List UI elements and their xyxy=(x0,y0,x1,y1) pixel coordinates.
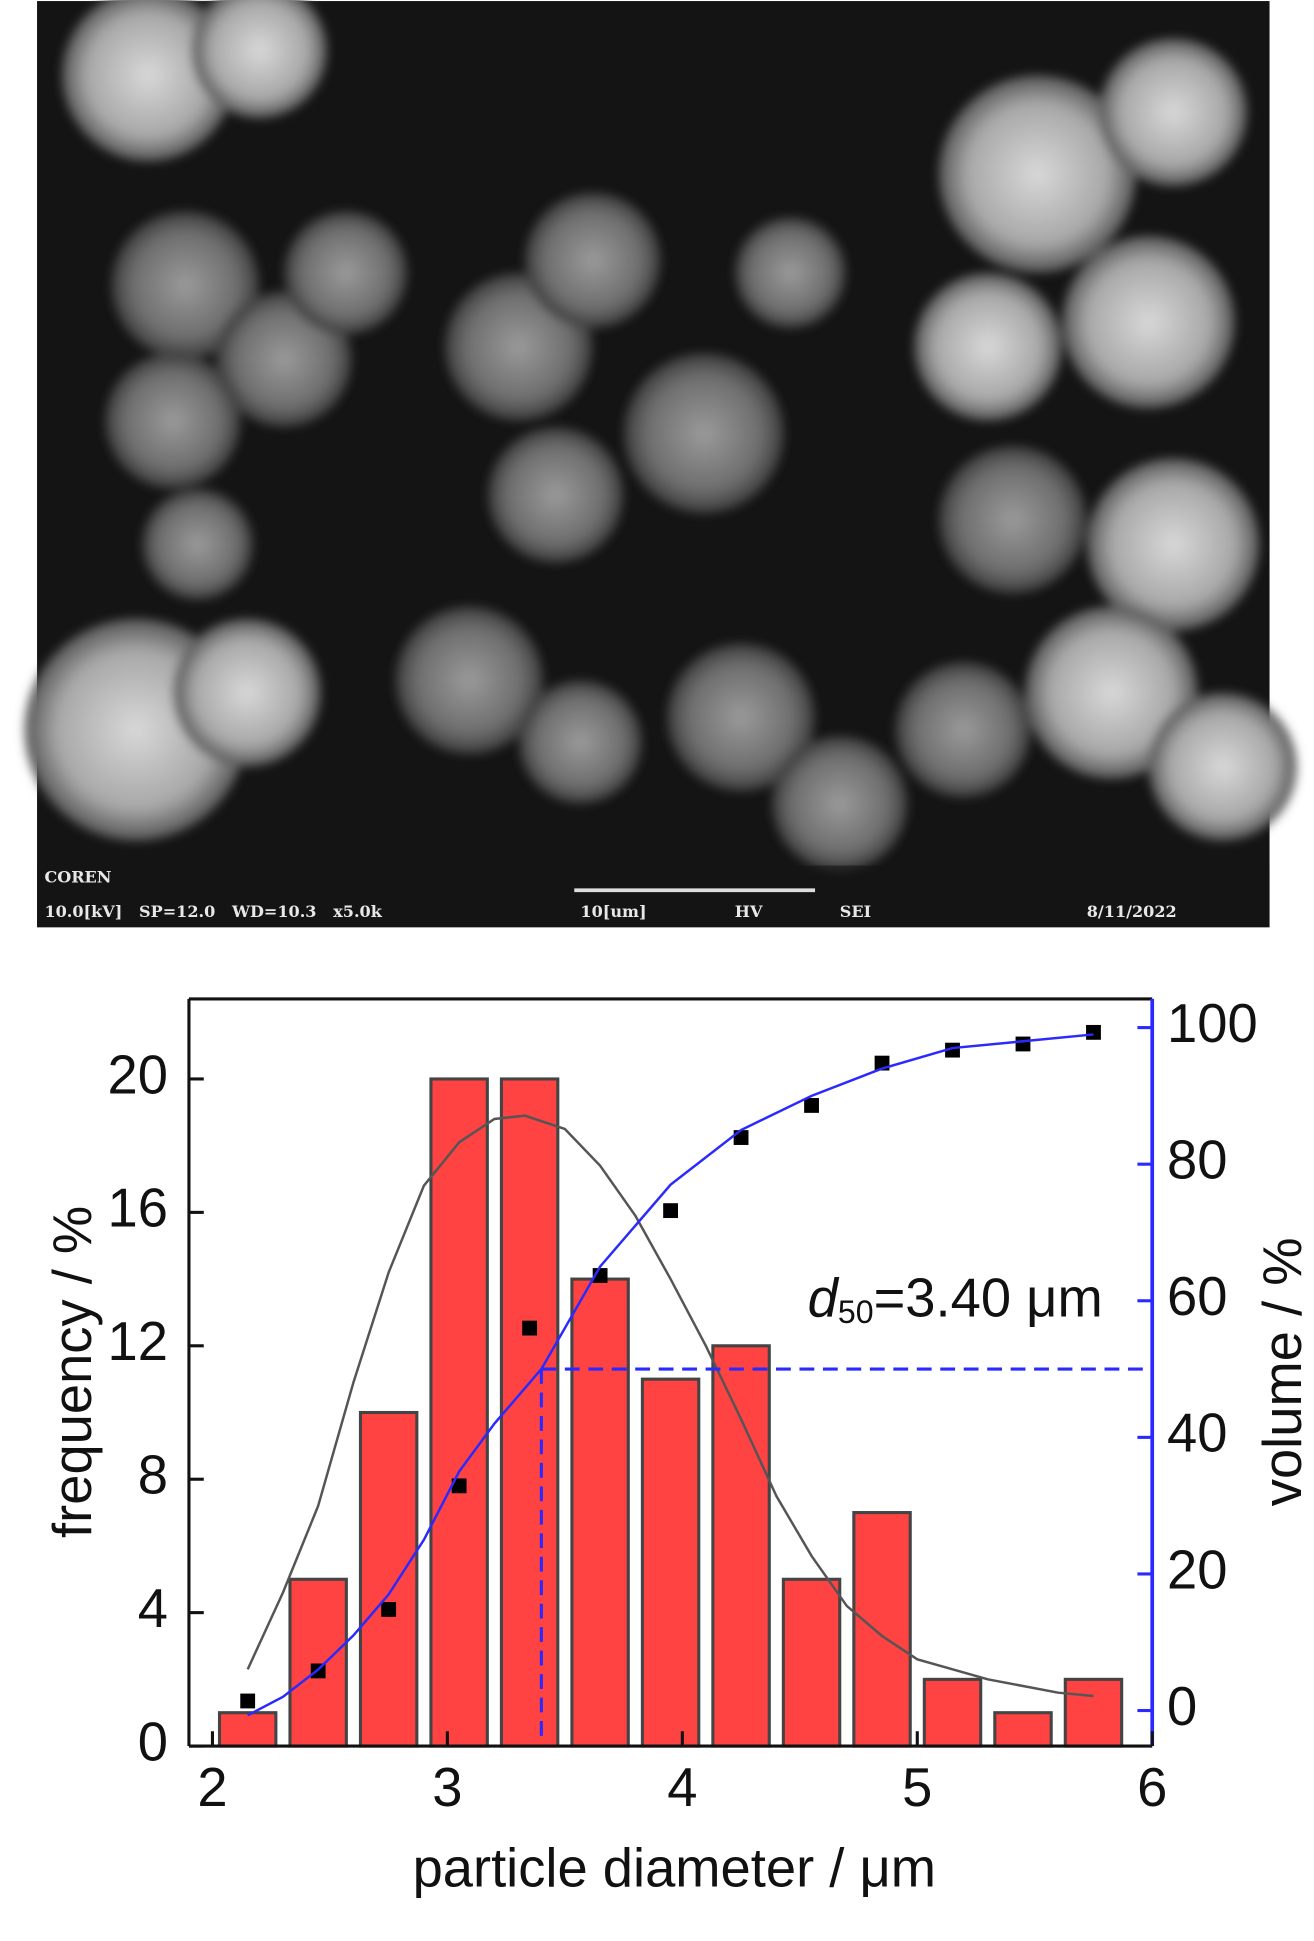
point xyxy=(522,1320,538,1336)
y-tick-label: 0 xyxy=(138,1711,168,1772)
x-tick-label: 6 xyxy=(1137,1757,1167,1818)
y2-tick-label: 100 xyxy=(1167,993,1258,1054)
d50-symbol: d xyxy=(808,1268,840,1329)
point xyxy=(381,1602,397,1617)
bar xyxy=(288,1577,348,1748)
y-tick-label: 8 xyxy=(138,1445,168,1506)
y-axis-label: frequency / % xyxy=(42,1206,103,1538)
bar xyxy=(429,1077,489,1748)
point xyxy=(733,1130,749,1145)
sem-label: 10[um] xyxy=(580,902,646,921)
bar xyxy=(358,1410,419,1748)
d50-text: =3.40 μm xyxy=(874,1268,1103,1329)
bar xyxy=(781,1577,842,1748)
point xyxy=(945,1042,960,1058)
x-axis-label: particle diameter / μm xyxy=(413,1837,936,1898)
bar xyxy=(1063,1677,1124,1748)
x-tick-label: 4 xyxy=(667,1757,697,1818)
point xyxy=(240,1693,256,1709)
point xyxy=(804,1098,819,1113)
y2-tick-label: 40 xyxy=(1167,1403,1227,1464)
sem-label: 10.0[kV] SP=12.0 WD=10.3 x5.0k xyxy=(44,902,382,921)
sem-label: COREN xyxy=(44,867,111,886)
sem-image: COREN 10.0[kV] SP=12.0 WD=10.3 x5.0k 10[… xyxy=(24,0,1297,928)
bar xyxy=(640,1377,701,1748)
bar xyxy=(922,1677,983,1748)
bar xyxy=(499,1077,560,1748)
y2-tick-label: 80 xyxy=(1167,1130,1227,1191)
d50-label: d50=3.40 μm xyxy=(808,1268,1103,1330)
point xyxy=(1086,1024,1101,1040)
sem-label: HV xyxy=(735,902,763,921)
y2-tick-label: 0 xyxy=(1167,1676,1197,1737)
line xyxy=(246,1114,1094,1698)
x-tick-label: 3 xyxy=(432,1757,462,1818)
x-tick-label: 5 xyxy=(902,1757,932,1818)
point xyxy=(663,1203,678,1219)
sem-label: 8/11/2022 xyxy=(1087,902,1177,921)
bar xyxy=(852,1511,912,1748)
y2-tick-label: 20 xyxy=(1167,1539,1227,1600)
y-tick-label: 20 xyxy=(108,1044,168,1105)
bar xyxy=(711,1344,771,1748)
y-tick-label: 16 xyxy=(108,1178,168,1239)
point xyxy=(451,1478,467,1494)
y-tick-label: 4 xyxy=(138,1578,168,1639)
bar xyxy=(217,1711,278,1748)
chart: particle diameter / μm frequency / % vol… xyxy=(42,993,1313,1898)
x-tick-label: 2 xyxy=(197,1757,227,1818)
bar xyxy=(570,1277,630,1748)
bar xyxy=(993,1711,1053,1748)
y2-tick-label: 60 xyxy=(1167,1266,1227,1327)
sem-label: SEI xyxy=(840,902,871,921)
d50-subscript: 50 xyxy=(838,1295,874,1331)
point xyxy=(1015,1036,1031,1052)
y-tick-label: 12 xyxy=(108,1311,168,1372)
y2-axis-label: volume / % xyxy=(1252,1237,1313,1506)
